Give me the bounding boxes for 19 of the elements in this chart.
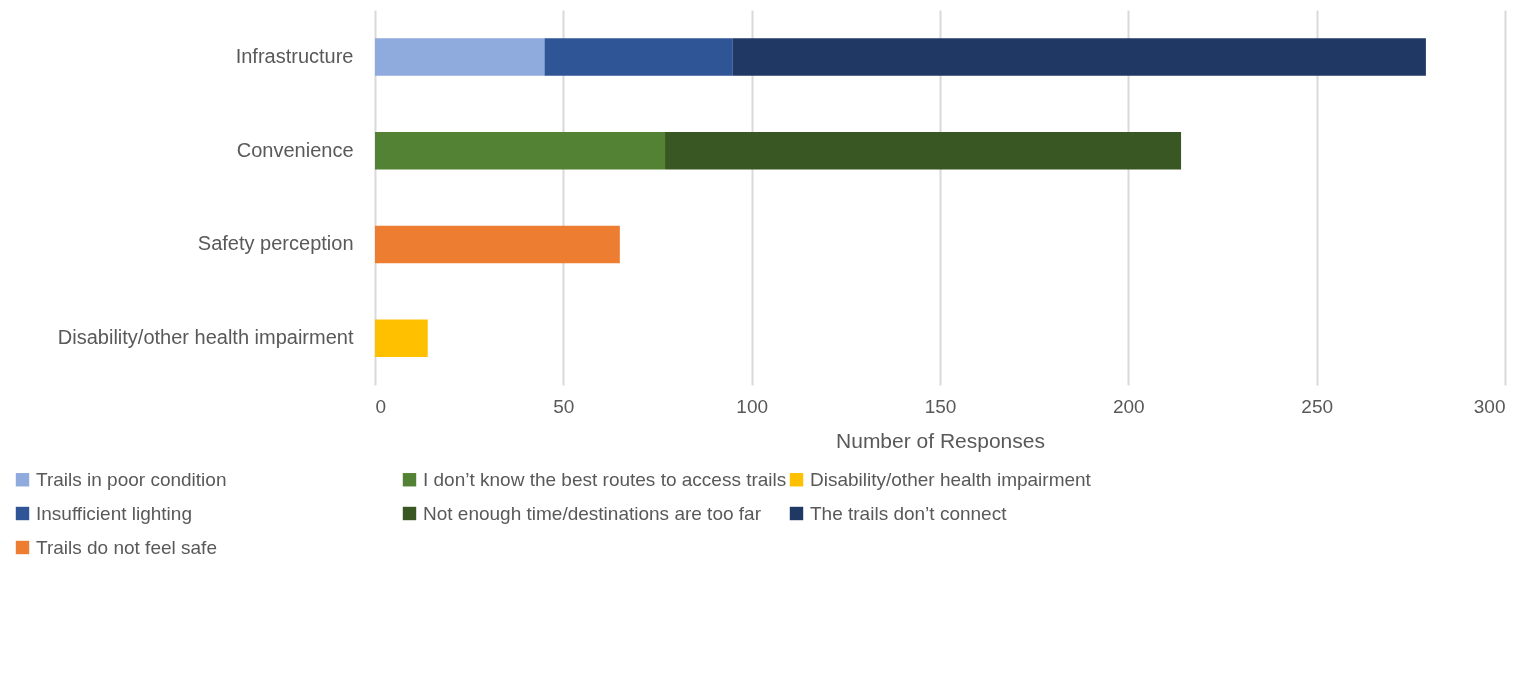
x-tick-label: 150 xyxy=(924,395,957,417)
y-tick-label: Convenience xyxy=(236,138,354,161)
legend-label: Not enough time/destinations are too far xyxy=(423,502,762,524)
legend-label: Insufficient lighting xyxy=(36,502,192,524)
x-tick-label: 50 xyxy=(553,395,575,417)
y-tick-label: Disability/other health impairment xyxy=(57,326,354,349)
y-tick-label: Infrastructure xyxy=(235,44,354,67)
legend-label: The trails don’t connect xyxy=(810,502,1008,524)
y-tick-label: Safety perception xyxy=(197,232,354,255)
x-tick-label: 0 xyxy=(375,395,387,417)
x-tick-label: 100 xyxy=(736,395,769,417)
x-axis-title: Number of Responses xyxy=(836,428,1045,452)
legend-label: Disability/other health impairment xyxy=(810,468,1092,490)
x-tick-label: 300 xyxy=(1473,395,1506,417)
legend-label: I don’t know the best routes to access trails xyxy=(423,468,787,490)
legend-label: Trails do not feel safe xyxy=(36,536,217,558)
x-tick-label: 200 xyxy=(1112,395,1145,417)
legend-label: Trails in poor condition xyxy=(36,468,227,490)
x-tick-label: 250 xyxy=(1301,395,1334,417)
